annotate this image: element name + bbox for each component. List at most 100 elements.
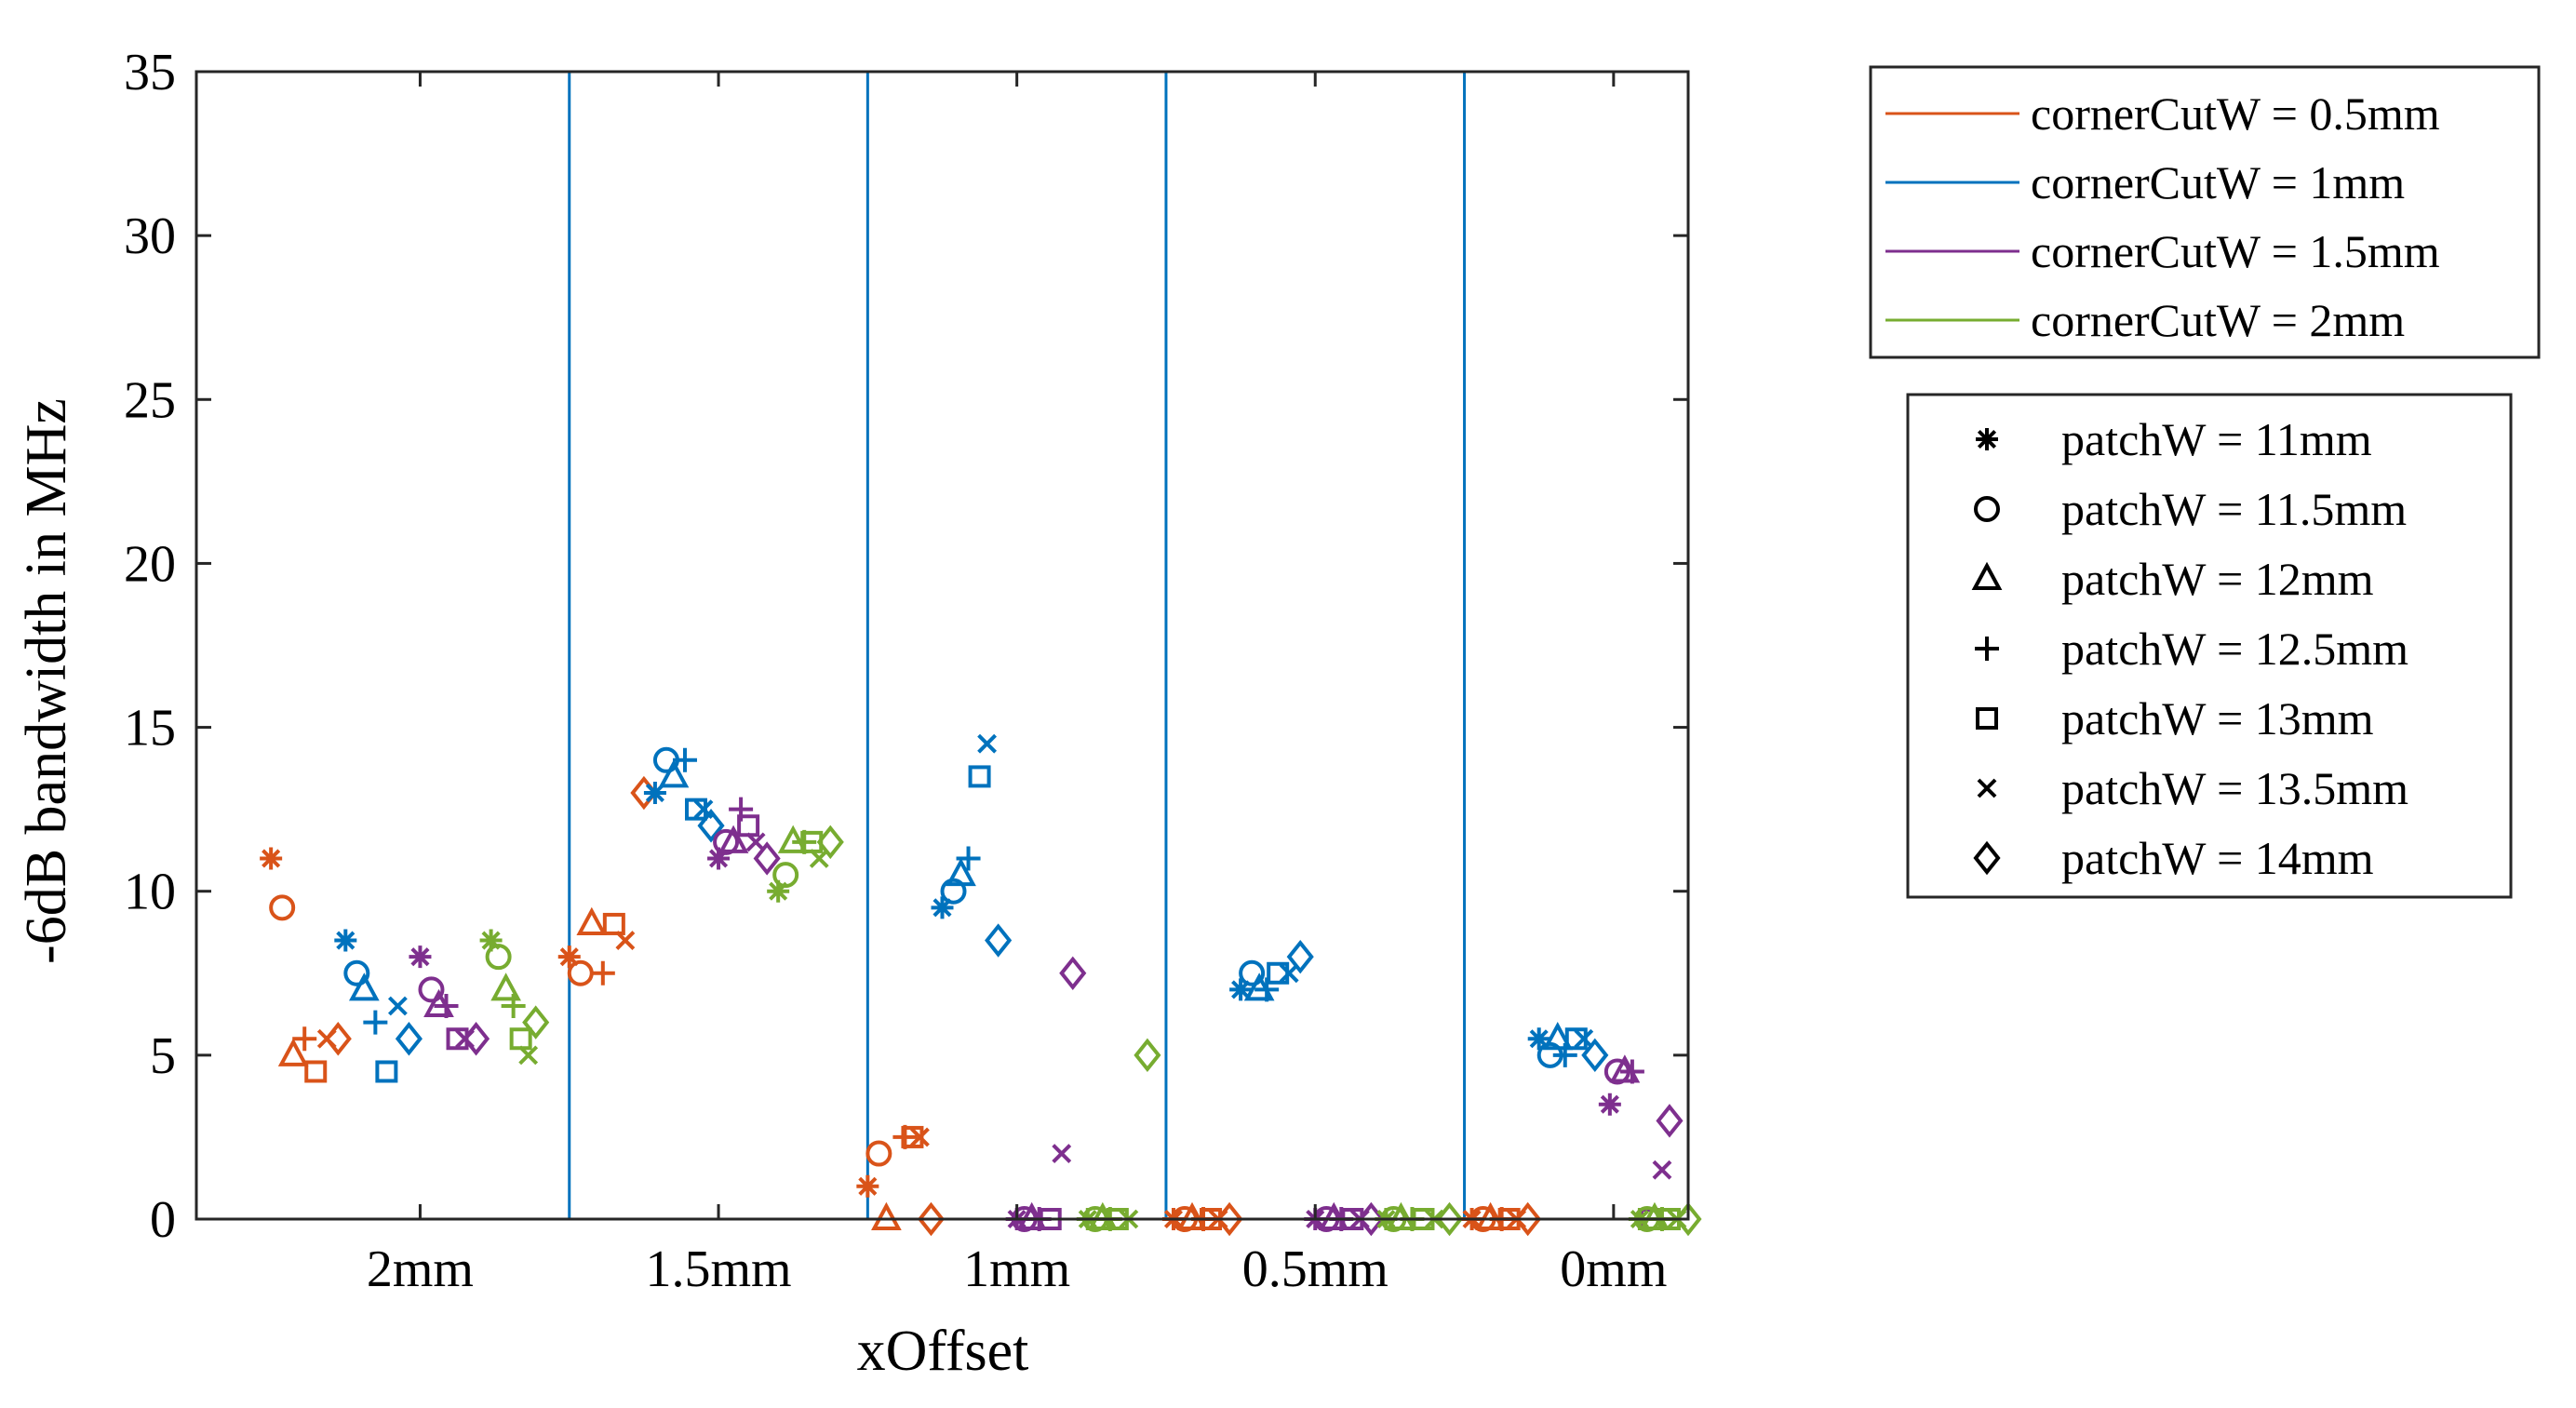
marker-legend-label: patchW = 14mm: [2061, 832, 2374, 884]
data-point-asterisk: [707, 847, 731, 870]
x-tick-label: 1mm: [963, 1240, 1070, 1298]
marker-legend-symbol: [1976, 428, 1998, 450]
data-point-plus: [1254, 977, 1280, 1002]
data-point-plus: [672, 747, 697, 772]
data-point-square: [968, 765, 991, 788]
data-point-asterisk: [856, 1174, 879, 1198]
data-point-circle: [485, 944, 512, 971]
marker-legend-label: patchW = 11.5mm: [2061, 483, 2407, 535]
y-axis-label: -6dB bandwidth in MHz: [15, 398, 78, 964]
data-point-cross: [1279, 963, 1299, 984]
data-point-circle: [940, 878, 967, 905]
marker-legend-box: [1906, 393, 2513, 899]
data-point-plus: [1552, 1042, 1577, 1067]
data-point-asterisk: [260, 847, 283, 870]
data-point-diamond: [1514, 1201, 1542, 1237]
data-point-triangle: [576, 906, 608, 935]
data-point-asterisk: [409, 945, 432, 969]
color-legend-label: cornerCutW = 0.5mm: [2031, 87, 2440, 140]
data-point-diamond: [917, 1201, 946, 1237]
color-legend-label: cornerCutW = 2mm: [2031, 294, 2405, 346]
x-tick-label: 2mm: [367, 1240, 474, 1298]
data-point-triangle: [718, 825, 749, 853]
data-point-plus: [363, 1010, 388, 1035]
data-point-asterisk: [931, 896, 954, 919]
data-point-triangle: [1542, 1022, 1574, 1051]
y-tick-label: 5: [150, 1027, 176, 1085]
data-point-asterisk: [643, 782, 666, 805]
series-cornercutw-1mm: [334, 733, 1609, 1083]
x-axis-label: xOffset: [857, 1320, 1029, 1383]
data-point-diamond: [522, 1005, 550, 1039]
data-point-circle: [772, 862, 799, 889]
color-legend-label: cornerCutW = 1mm: [2031, 156, 2405, 208]
x-tick-label: 0mm: [1560, 1240, 1667, 1298]
marker-legend-label: patchW = 13.5mm: [2061, 762, 2408, 814]
data-point-diamond: [816, 825, 844, 860]
y-tick-label: 35: [124, 44, 176, 101]
marker-legend-symbol: [1977, 778, 1997, 798]
data-point-diamond: [1357, 1201, 1385, 1237]
data-point-diamond: [985, 923, 1013, 958]
axes: [195, 70, 1690, 1221]
marker-legend-label: patchW = 11mm: [2061, 413, 2372, 465]
data-point-circle: [269, 894, 296, 921]
marker-legend-symbol: [1973, 840, 2001, 876]
data-point-circle: [1239, 959, 1266, 986]
data-point-plus: [956, 846, 981, 871]
data-point-square: [375, 1060, 398, 1083]
data-point-circle: [865, 1140, 892, 1167]
data-point-diamond: [463, 1022, 490, 1056]
color-legend: cornerCutW = 0.5mm cornerCutW = 1mm corner…: [1869, 65, 2541, 359]
data-point-diamond: [1134, 1038, 1161, 1073]
marker-legend-symbol: [1974, 496, 2000, 522]
data-point-triangle: [658, 759, 690, 788]
y-tick-label: 20: [124, 535, 176, 593]
data-point-triangle: [946, 857, 976, 887]
marker-legend-label: patchW = 13mm: [2061, 692, 2374, 744]
data-point-triangle: [777, 825, 809, 853]
data-point-plus: [292, 1026, 317, 1052]
data-point-plus: [434, 994, 459, 1019]
data-point-diamond: [324, 1022, 352, 1056]
x-tick-label: 0.5mm: [1242, 1240, 1389, 1298]
plot-background: [196, 72, 1688, 1219]
data-point-diamond: [1656, 1104, 1684, 1138]
data-point-cross: [809, 849, 829, 868]
data-point-cross: [745, 832, 766, 852]
marker-legend-symbol: [1971, 561, 2003, 590]
data-point-cross: [1652, 1160, 1672, 1180]
data-point-cross: [1574, 1028, 1594, 1049]
data-point-circle: [343, 959, 370, 986]
data-point-asterisk: [1598, 1093, 1621, 1116]
data-point-diamond: [753, 841, 781, 876]
group-separators: [568, 72, 1467, 1219]
marker-legend: patchW = 11mm patchW = 11.5mm patchW = 12m…: [1906, 393, 2513, 899]
data-point-triangle: [490, 972, 521, 1001]
data-point-circle: [418, 976, 445, 1003]
data-point-asterisk: [334, 929, 357, 952]
marker-legend-label: patchW = 12mm: [2061, 553, 2374, 605]
data-point-triangle: [871, 1201, 902, 1230]
y-tick-label: 15: [124, 700, 176, 758]
color-legend-box: [1869, 65, 2541, 359]
data-point-diamond: [1059, 956, 1087, 990]
data-point-plus: [501, 994, 526, 1019]
data-point-square: [602, 912, 625, 935]
plot-area: [196, 72, 1688, 1219]
data-point-triangle: [277, 1038, 309, 1066]
y-tick-label: 10: [124, 864, 176, 921]
data-point-cross: [387, 996, 408, 1016]
x-tick-label: 1.5mm: [645, 1240, 791, 1298]
data-point-diamond: [1674, 1201, 1702, 1237]
data-point-asterisk: [1527, 1027, 1550, 1051]
data-point-square: [304, 1060, 328, 1083]
data-point-triangle: [348, 972, 380, 1001]
data-point-diamond: [1435, 1201, 1464, 1237]
data-point-cross: [615, 931, 636, 950]
data-point-asterisk: [557, 945, 581, 969]
marker-legend-symbol: [1975, 637, 1999, 661]
data-point-diamond: [395, 1022, 423, 1056]
data-point-plus: [1619, 1059, 1644, 1084]
